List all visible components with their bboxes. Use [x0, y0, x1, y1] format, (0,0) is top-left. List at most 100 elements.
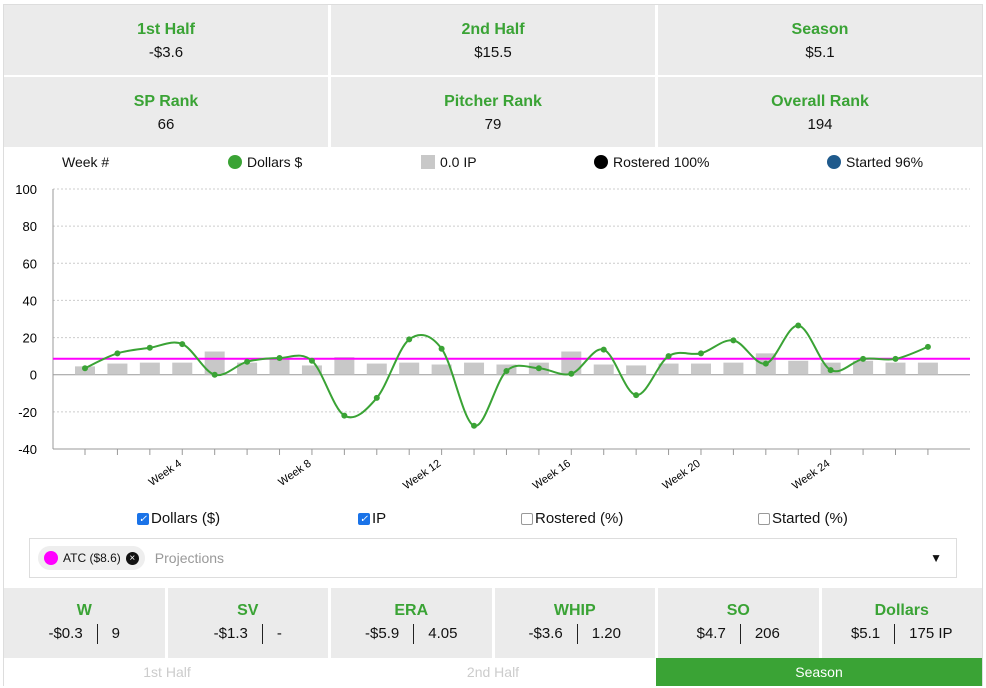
- ip-bar: [237, 362, 258, 375]
- stat-value: 4.05: [428, 625, 458, 642]
- ip-bar: [885, 362, 906, 375]
- caret-down-icon[interactable]: ▼: [930, 551, 942, 565]
- dollars-point: [471, 422, 478, 429]
- y-tick-label: 40: [23, 293, 37, 308]
- stat-sv: SV -$1.3-: [167, 588, 328, 658]
- rank-grid: SP Rank 66 Pitcher Rank 79 Overall Rank 194: [4, 77, 982, 147]
- summary-grid: 1st Half -$3.6 2nd Half $15.5 Season $5.1: [4, 5, 982, 75]
- ip-bar: [269, 358, 290, 375]
- dollars-point: [892, 355, 899, 362]
- legend-rostered[interactable]: Rostered 100%: [594, 154, 710, 170]
- ip-bar: [334, 357, 355, 375]
- green-dot-icon: [228, 155, 242, 169]
- stat-label: SV: [237, 602, 259, 619]
- ip-bar: [107, 363, 128, 375]
- dollars-point: [860, 355, 867, 362]
- legend-started[interactable]: Started 96%: [827, 154, 923, 170]
- stat-label: Dollars: [874, 602, 929, 619]
- summary-value: 194: [807, 116, 833, 133]
- stat-dollars: -$3.6: [515, 624, 578, 644]
- checkbox-checked-icon[interactable]: ✓: [137, 512, 149, 525]
- dollars-point: [600, 346, 607, 353]
- toggle-rostered[interactable]: Rostered (%): [521, 510, 623, 527]
- stat-era: ERA -$5.9 4.05: [331, 588, 492, 658]
- dollars-point: [114, 350, 121, 357]
- legend-dollars[interactable]: Dollars $: [228, 154, 302, 170]
- legend-label: 0.0 IP: [440, 154, 477, 170]
- ip-bar: [788, 360, 809, 375]
- summary-value: -$3.6: [148, 44, 184, 61]
- dollars-point: [373, 394, 380, 401]
- y-tick-label: 100: [15, 182, 37, 197]
- dollars-point: [438, 345, 445, 352]
- checkbox-icon[interactable]: [758, 512, 770, 525]
- ip-bar: [139, 362, 160, 375]
- close-icon[interactable]: ×: [125, 551, 139, 565]
- dollars-point: [762, 360, 769, 367]
- legend-label: Started 96%: [846, 154, 924, 170]
- ip-bar: [431, 364, 452, 375]
- toggle-dollars[interactable]: ✓ Dollars ($): [137, 510, 220, 527]
- blue-dot-icon: [827, 155, 841, 169]
- dollars-point: [924, 343, 931, 350]
- x-tick-label: Week 24: [790, 458, 832, 493]
- toggle-label: IP: [372, 510, 387, 527]
- legend-week: Week #: [62, 154, 109, 170]
- stat-label: W: [76, 602, 92, 619]
- toggle-ip[interactable]: ✓ IP: [358, 510, 386, 527]
- stat-label: ERA: [394, 602, 429, 619]
- checkbox-checked-icon[interactable]: ✓: [358, 512, 370, 525]
- stat-value: 206: [754, 625, 780, 642]
- chip-label: ATC ($8.6): [63, 551, 121, 565]
- y-tick-label: -40: [18, 442, 37, 457]
- toggle-started[interactable]: Started (%): [758, 510, 848, 527]
- magenta-dot-icon: [44, 551, 58, 565]
- stat-dollars: Dollars $5.1 175 IP: [821, 588, 982, 658]
- y-tick-label: 20: [23, 331, 37, 346]
- projections-select[interactable]: ATC ($8.6) × Projections ▼: [29, 538, 957, 578]
- ip-bar: [399, 362, 420, 375]
- dollars-point: [795, 322, 802, 329]
- ip-bar: [366, 363, 387, 375]
- dollars-point: [179, 341, 186, 348]
- summary-value: 66: [157, 116, 175, 133]
- dollars-point: [827, 367, 834, 374]
- ip-bar: [204, 351, 225, 375]
- toggle-label: Rostered (%): [535, 510, 624, 527]
- ip-bar: [593, 364, 614, 375]
- ip-bar: [723, 362, 744, 375]
- tab-2nd-half[interactable]: 2nd Half: [330, 658, 656, 686]
- legend-ip[interactable]: 0.0 IP: [421, 154, 477, 170]
- tab-season[interactable]: Season: [656, 658, 982, 686]
- projection-chip: ATC ($8.6) ×: [38, 546, 145, 570]
- chart-legend: Week # Dollars $ 0.0 IP Rostered 100% St…: [0, 154, 986, 172]
- dollars-point: [276, 355, 283, 361]
- checkbox-icon[interactable]: [521, 512, 533, 525]
- x-tick-label: Week 12: [401, 458, 443, 493]
- summary-label: Pitcher Rank: [444, 93, 542, 110]
- dollars-point: [406, 336, 413, 343]
- summary-label: 1st Half: [137, 21, 195, 38]
- ip-bar: [853, 360, 874, 375]
- summary-value: $15.5: [474, 44, 512, 61]
- legend-label: Rostered 100%: [613, 154, 710, 170]
- stats-grid: W -$0.3 9 SV -$1.3- ERA -$5.9 4.05 WHIP -$3.6 1.20…: [4, 588, 982, 658]
- gray-square-icon: [421, 155, 435, 169]
- stat-dollars: -$0.3: [34, 624, 98, 644]
- pitcher-rank: Pitcher Rank 79: [331, 77, 655, 147]
- x-tick-label: Week 8: [276, 458, 313, 489]
- ip-bar: [626, 365, 647, 375]
- summary-value: $5.1: [805, 44, 835, 61]
- dollars-point: [244, 358, 251, 365]
- stat-so: SO $4.7 206: [658, 588, 819, 658]
- projections-placeholder: Projections: [154, 550, 225, 566]
- tab-1st-half[interactable]: 1st Half: [4, 658, 330, 686]
- x-tick-label: Week 16: [531, 458, 573, 493]
- dollars-point: [633, 392, 640, 399]
- dollars-point: [341, 412, 348, 419]
- ip-bar: [172, 362, 193, 375]
- toggle-label: Started (%): [772, 510, 848, 527]
- ip-bar: [561, 351, 582, 375]
- stat-dollars: $5.1: [837, 624, 896, 644]
- stat-label: WHIP: [553, 602, 596, 619]
